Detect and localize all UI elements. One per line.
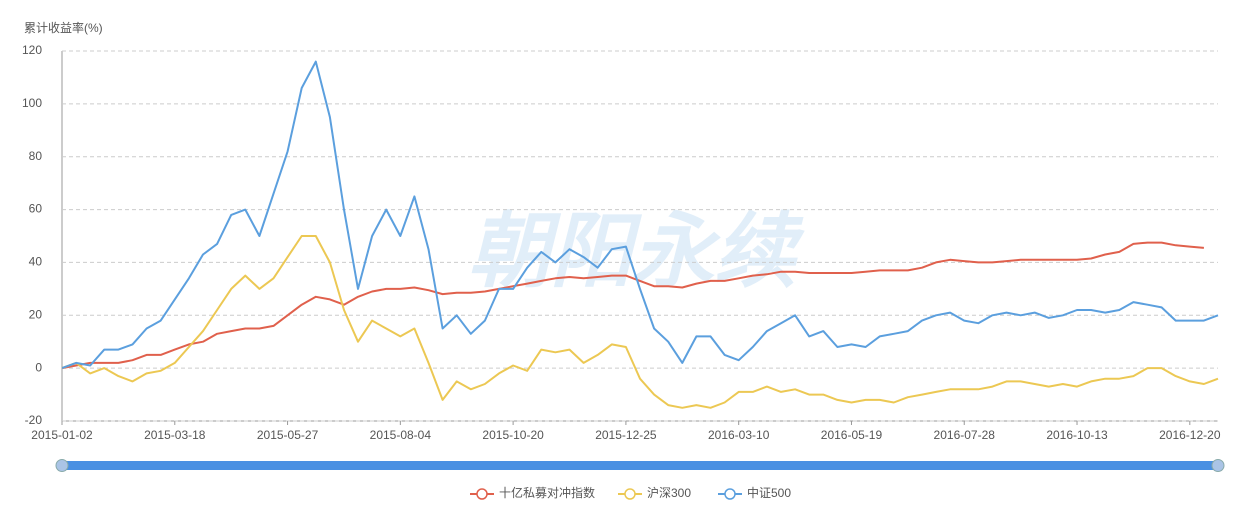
x-tick-label: 2015-08-04 (370, 428, 432, 442)
series-line (61, 235, 1219, 409)
x-tick-label: 2015-05-27 (257, 428, 319, 442)
legend-label[interactable]: 十亿私募对冲指数 (499, 485, 595, 500)
y-tick-label: -20 (25, 413, 43, 427)
legend-marker[interactable] (476, 488, 488, 500)
legend-marker[interactable] (624, 488, 636, 500)
legend-label[interactable]: 中证500 (747, 485, 791, 500)
y-tick-label: 120 (22, 43, 42, 57)
slider-handle[interactable] (1211, 459, 1225, 472)
zoom-slider[interactable] (62, 461, 1218, 470)
x-tick-label: 2016-12-20 (1159, 428, 1221, 442)
x-tick-label: 2016-10-13 (1046, 428, 1108, 442)
y-tick-label: 60 (29, 202, 43, 216)
x-tick-label: 2015-10-20 (482, 428, 544, 442)
y-axis-label: 累计收益率(%) (24, 20, 103, 35)
x-tick-label: 2015-01-02 (31, 428, 93, 442)
y-tick-label: 80 (29, 149, 43, 163)
series-line (61, 60, 1219, 370)
x-tick-label: 2016-03-10 (708, 428, 770, 442)
y-tick-label: 0 (35, 360, 42, 374)
watermark: 朝阳永续 (468, 207, 805, 298)
series-line (61, 241, 1204, 370)
x-tick-label: 2015-12-25 (595, 428, 657, 442)
legend-label[interactable]: 沪深300 (647, 486, 691, 500)
y-tick-label: 40 (29, 255, 43, 269)
x-tick-label: 2015-03-18 (144, 428, 206, 442)
slider-handle[interactable] (55, 459, 69, 472)
x-tick-label: 2016-07-28 (934, 428, 996, 442)
y-tick-label: 100 (22, 96, 42, 110)
y-tick-label: 20 (29, 307, 43, 321)
x-tick-label: 2016-05-19 (821, 428, 883, 442)
legend-marker[interactable] (724, 488, 736, 500)
